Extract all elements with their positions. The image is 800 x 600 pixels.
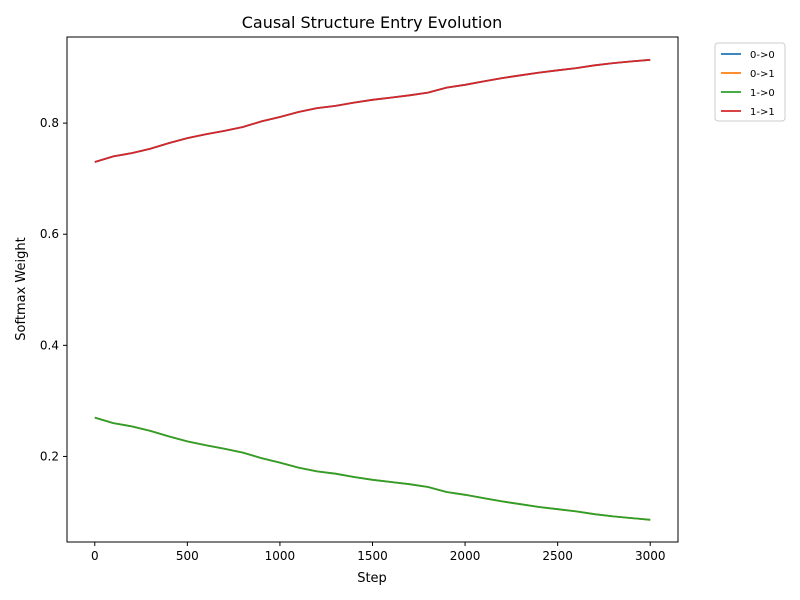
legend-frame <box>714 42 786 122</box>
x-tick-label: 500 <box>176 549 199 563</box>
legend: 0->0 0->1 1->0 1->1 <box>714 42 786 122</box>
y-tick-label: 0.6 <box>40 227 59 241</box>
legend-label: 0->1 <box>750 69 775 80</box>
legend-label: 0->0 <box>750 50 775 61</box>
chart-title: Causal Structure Entry Evolution <box>242 13 503 32</box>
y-tick-label: 0.2 <box>40 449 59 463</box>
x-tick-label: 3000 <box>635 549 666 563</box>
x-tick-label: 0 <box>91 549 99 563</box>
x-axis-label: Step <box>357 571 387 586</box>
x-axis: 0 500 1000 1500 2000 2500 3000 <box>91 542 666 563</box>
legend-label: 1->1 <box>750 107 775 118</box>
y-axis-label: Softmax Weight <box>14 237 29 340</box>
series-group <box>94 58 651 521</box>
y-tick-label: 0.8 <box>40 116 59 130</box>
x-tick-label: 2000 <box>450 549 481 563</box>
series-line-2 <box>94 416 651 521</box>
x-tick-label: 1500 <box>357 549 388 563</box>
series-line-3 <box>94 58 651 163</box>
y-axis: 0.2 0.4 0.6 0.8 <box>40 116 67 463</box>
y-tick-label: 0.4 <box>40 338 59 352</box>
x-tick-label: 1000 <box>265 549 296 563</box>
x-tick-label: 2500 <box>542 549 573 563</box>
legend-label: 1->0 <box>750 88 775 99</box>
